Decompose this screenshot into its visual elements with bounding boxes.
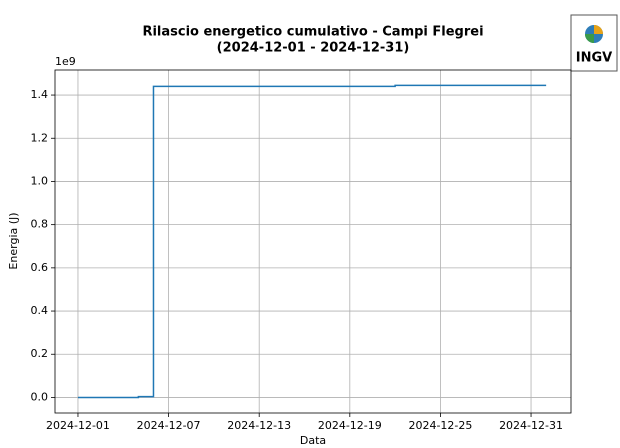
y-tick-label: 0.8 [31, 218, 49, 231]
y-tick-label: 0.6 [31, 261, 49, 274]
x-tick-label: 2024-12-01 [46, 419, 110, 432]
chart-title: (2024-12-01 - 2024-12-31) [217, 41, 410, 56]
data-line [77, 84, 547, 399]
y-tick-label: 1.4 [31, 88, 49, 101]
x-tick-label: 2024-12-13 [227, 419, 291, 432]
y-axis-label: Energia (J) [7, 212, 20, 269]
y-tick-label: 0.4 [31, 304, 49, 317]
y-tick-label: 0.2 [31, 347, 49, 360]
plot-frame [54, 69, 572, 414]
logo: INGV [570, 14, 618, 72]
y-tick-label: 1.2 [31, 131, 49, 144]
logo-segment [585, 34, 594, 43]
logo-text: INGV [576, 51, 612, 66]
x-tick-label: 2024-12-25 [408, 419, 472, 432]
x-tick-label: 2024-12-31 [499, 419, 563, 432]
y-offset-label: 1e9 [55, 55, 76, 68]
x-tick-label: 2024-12-19 [318, 419, 382, 432]
y-tick-label: 1.0 [31, 174, 49, 187]
chart-title: Rilascio energetico cumulativo - Campi F… [142, 25, 483, 40]
logo-segment [594, 25, 603, 34]
y-tick-label: 0.0 [31, 390, 49, 403]
x-axis-label: Data [300, 434, 326, 447]
x-tick-label: 2024-12-07 [137, 419, 201, 432]
